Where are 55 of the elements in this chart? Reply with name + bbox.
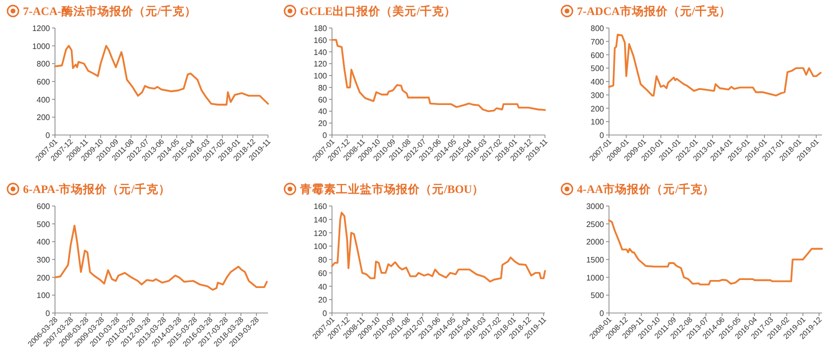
y-tick-label: 600 [590,50,605,60]
y-tick-label: 0 [322,131,328,140]
y-tick-label: 2500 [586,220,605,229]
y-tick-label: 120 [314,228,328,238]
chart-title: GCLE出口报价（美元/千克） [300,4,456,18]
y-tick-label: 40 [318,282,328,292]
y-tick-label: 100 [314,72,328,81]
y-tick-label: 600 [36,78,51,86]
y-tick-label: 0 [600,309,605,318]
y-tick-label: 200 [36,273,51,282]
chart-title: 6-APA-市场报价（元/千克） [23,182,170,196]
y-tick-label: 500 [590,291,605,300]
y-tick-label: 0 [600,131,605,140]
y-tick-label: 80 [318,256,328,264]
y-tick-label: 400 [36,238,51,247]
y-tick-label: 400 [36,95,51,104]
y-tick-label: 500 [590,64,605,74]
y-tick-label: 60 [318,95,328,104]
y-tick-label: 300 [590,90,605,100]
y-tick-label: 200 [590,104,605,114]
y-tick-label: 300 [36,256,51,264]
y-tick-label: 1000 [586,273,605,282]
y-tick-label: 200 [36,113,51,122]
y-tick-label: 0 [46,309,51,318]
y-tick-label: 160 [314,202,328,211]
y-tick-label: 20 [318,119,328,128]
y-tick-label: 500 [36,220,51,229]
y-tick-label: 140 [314,48,328,57]
y-tick-label: 120 [314,60,328,69]
y-tick-label: 0 [46,131,51,140]
y-tick-label: 700 [590,37,605,46]
y-tick-label: 160 [314,36,328,45]
y-tick-label: 100 [314,242,328,252]
y-tick-label: 400 [590,78,605,86]
y-tick-label: 1200 [32,24,51,33]
chart-title: 7-ADCA市场报价（元/千克） [577,4,731,18]
y-tick-label: 40 [318,107,328,116]
y-tick-label: 0 [322,309,328,318]
y-tick-label: 100 [590,118,605,127]
chart-title: 青霉素工业盐市场报价（元/BOU） [299,182,484,196]
y-tick-label: 3000 [586,202,605,211]
y-tick-label: 80 [318,83,328,92]
y-tick-label: 800 [36,60,51,69]
chart-title: 4-AA市场报价（元/千克） [577,182,714,196]
y-tick-label: 140 [314,215,328,224]
y-tick-label: 2000 [586,238,605,247]
y-tick-label: 1500 [586,256,605,264]
y-tick-label: 800 [590,24,605,33]
y-tick-label: 1000 [32,42,51,51]
y-tick-label: 180 [314,24,328,33]
y-tick-label: 600 [36,202,51,211]
chart-title: 7-ACA-酶法市场报价（元/千克） [23,4,197,18]
y-tick-label: 20 [318,296,328,305]
y-tick-label: 100 [36,291,51,300]
y-tick-label: 60 [318,268,328,278]
